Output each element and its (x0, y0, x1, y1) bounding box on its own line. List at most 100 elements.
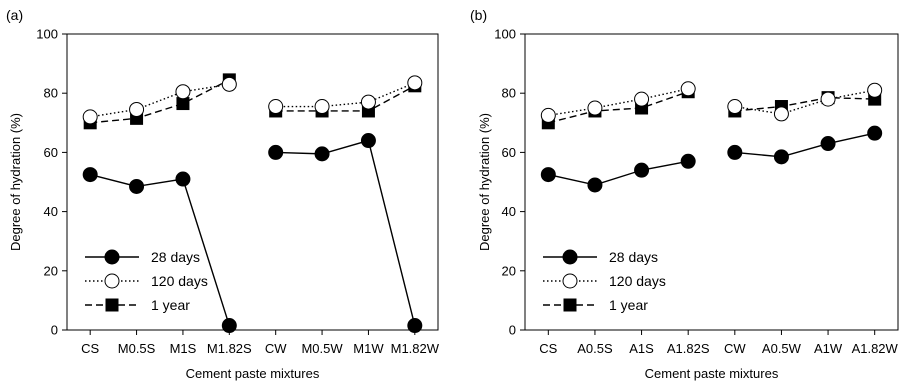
data-point (634, 162, 650, 178)
data-point (727, 99, 743, 115)
x-tick-label: M1.82S (207, 341, 252, 356)
y-tick-label: 80 (502, 86, 516, 101)
data-point (360, 133, 376, 149)
series-line (548, 88, 689, 117)
series-markers-120-days (540, 81, 883, 123)
data-point (221, 318, 237, 334)
y-tick-label: 80 (44, 86, 58, 101)
chart-panel-b: (b) 0 20 40 60 80 100 CS A0.5S A1S A1.82S CW A0.5W A1… (470, 7, 899, 381)
x-tick-label: CW (724, 341, 746, 356)
series-28-days (90, 139, 416, 326)
data-point (680, 153, 696, 169)
data-point (540, 167, 556, 183)
x-tick-label: M0.5W (301, 341, 343, 356)
legend-label: 28 days (609, 249, 658, 265)
panel-label: (a) (6, 7, 23, 23)
series-line (90, 173, 230, 326)
x-tick-label: A1S (629, 341, 654, 356)
x-tick-label: A1.82S (667, 341, 710, 356)
y-tick-label: 100 (36, 27, 58, 42)
legend-label: 120 days (609, 273, 666, 289)
legend-marker (562, 273, 578, 289)
series-line (275, 85, 416, 112)
legend-marker (105, 298, 119, 312)
y-axis-title: Degree of hydration (%) (477, 113, 492, 251)
x-tick-label: A0.5W (762, 341, 802, 356)
legend-marker (104, 249, 120, 265)
plot-frame (66, 33, 439, 331)
data-point (268, 144, 284, 160)
data-point (407, 75, 423, 91)
legend-label: 1 year (151, 297, 190, 313)
legend-marker (563, 298, 577, 312)
series-28-days (548, 132, 875, 186)
y-tick-label: 100 (494, 27, 516, 42)
data-point (634, 91, 650, 107)
data-point (129, 101, 145, 117)
y-tick-label: 20 (44, 263, 58, 278)
data-point (221, 76, 237, 92)
data-point (314, 99, 330, 115)
data-point (175, 84, 191, 100)
data-point (176, 97, 190, 111)
series-120-days (90, 82, 416, 118)
plot-frame (524, 33, 899, 331)
data-point (82, 167, 98, 183)
series-line (90, 79, 230, 124)
data-point (268, 99, 284, 115)
data-point (360, 94, 376, 110)
series-line (734, 132, 875, 158)
y-tick-label: 0 (51, 323, 58, 338)
data-point (587, 177, 603, 193)
panel-label: (b) (470, 7, 487, 23)
x-tick-label: M1.82W (391, 341, 440, 356)
data-point (175, 171, 191, 187)
y-tick-label: 40 (44, 204, 58, 219)
x-tick-label: A0.5S (577, 341, 613, 356)
data-point (867, 82, 883, 98)
x-tick-label: M0.5S (118, 341, 156, 356)
data-point (587, 100, 603, 116)
x-tick-label: CS (81, 341, 99, 356)
series-line (90, 83, 230, 118)
series-markers-28-days (82, 133, 423, 334)
legend-label: 120 days (151, 273, 208, 289)
data-point (773, 149, 789, 165)
series-markers-120-days (82, 75, 423, 125)
data-point (314, 146, 330, 162)
x-tick-label: CS (539, 341, 557, 356)
data-point (773, 106, 789, 122)
x-tick-label: A1.82W (852, 341, 899, 356)
legend-marker (104, 273, 120, 289)
legend-label: 28 days (151, 249, 200, 265)
data-point (129, 178, 145, 194)
y-tick-label: 0 (509, 323, 516, 338)
y-tick-label: 60 (502, 145, 516, 160)
data-point (540, 107, 556, 123)
y-tick-label: 40 (502, 204, 516, 219)
series-line (275, 82, 416, 108)
x-tick-label: M1S (170, 341, 197, 356)
series-1-year (548, 91, 875, 124)
series-line (275, 139, 416, 326)
legend: 28 days 120 days 1 year (543, 249, 666, 313)
data-point (680, 81, 696, 97)
x-tick-label: A1W (814, 341, 843, 356)
x-tick-label: M1W (353, 341, 384, 356)
data-point (820, 136, 836, 152)
y-tick-label: 20 (502, 263, 516, 278)
y-axis-title: Degree of hydration (%) (8, 113, 23, 251)
data-point (82, 109, 98, 125)
legend-marker (562, 249, 578, 265)
x-tick-label: CW (265, 341, 287, 356)
data-point (727, 144, 743, 160)
chart-panel-a: (a) 0 20 40 60 80 100 CS M0.5S M1S M1.82S CW M0.5W M1… (6, 7, 440, 381)
series-line (734, 96, 875, 112)
y-tick-label: 60 (44, 145, 58, 160)
x-axis-title: Cement paste mixtures (186, 366, 320, 381)
series-markers-28-days (540, 125, 883, 193)
data-point (820, 91, 836, 107)
legend: 28 days 120 days 1 year (85, 249, 208, 313)
data-point (867, 125, 883, 141)
